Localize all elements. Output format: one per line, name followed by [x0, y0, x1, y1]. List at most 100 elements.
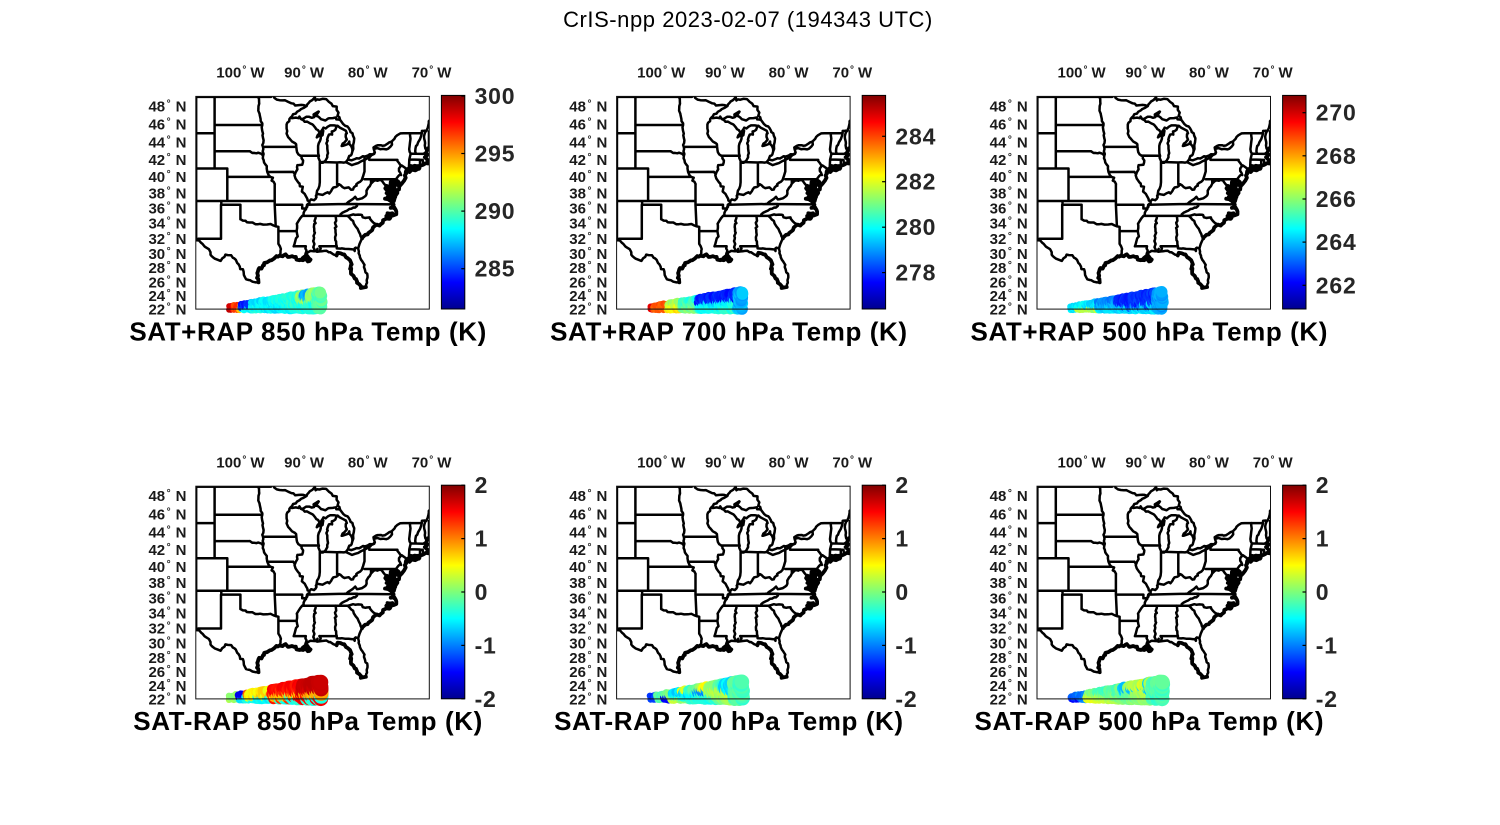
- svg-text:284: 284: [895, 123, 936, 149]
- svg-text:24°N: 24 ° N: [990, 678, 1028, 695]
- svg-text:80°W: 80° W: [769, 65, 810, 82]
- svg-text:44°N: 44 ° N: [569, 135, 607, 152]
- svg-text:90°W: 90° W: [284, 65, 325, 82]
- svg-text:48°N: 48 ° N: [148, 488, 186, 505]
- svg-text:28°N: 28 ° N: [990, 260, 1028, 277]
- svg-text:22°N: 22 ° N: [148, 691, 186, 708]
- svg-text:34°N: 34 ° N: [148, 216, 186, 233]
- svg-text:80°W: 80° W: [348, 454, 389, 471]
- svg-text:-2: -2: [1316, 686, 1338, 712]
- svg-text:2: 2: [1316, 472, 1330, 498]
- svg-text:90°W: 90° W: [1125, 65, 1166, 82]
- svg-text:34°N: 34 ° N: [990, 606, 1028, 623]
- svg-text:70°W: 70° W: [412, 65, 453, 82]
- svg-text:22°N: 22 ° N: [569, 302, 607, 319]
- svg-text:-1: -1: [1316, 632, 1338, 658]
- svg-text:100°W: 100° W: [216, 65, 265, 82]
- svg-text:100°W: 100° W: [1057, 454, 1106, 471]
- svg-text:30°N: 30 ° N: [569, 246, 607, 263]
- svg-text:42°N: 42 ° N: [569, 152, 607, 169]
- svg-text:SAT+RAP 500 hPa Temp (K): SAT+RAP 500 hPa Temp (K): [971, 316, 1329, 346]
- svg-text:270: 270: [1316, 100, 1357, 126]
- svg-text:282: 282: [895, 169, 936, 195]
- svg-text:40°N: 40 ° N: [990, 559, 1028, 576]
- svg-text:34°N: 34 ° N: [569, 216, 607, 233]
- svg-text:70°W: 70° W: [412, 454, 453, 471]
- svg-text:28°N: 28 ° N: [148, 650, 186, 667]
- svg-text:266: 266: [1316, 186, 1357, 212]
- svg-text:278: 278: [895, 260, 936, 286]
- svg-text:0: 0: [895, 579, 909, 605]
- svg-text:44°N: 44 ° N: [148, 524, 186, 541]
- svg-text:28°N: 28 ° N: [569, 260, 607, 277]
- svg-text:36°N: 36 ° N: [148, 201, 186, 218]
- svg-text:2: 2: [475, 472, 489, 498]
- svg-text:70°W: 70° W: [1253, 65, 1294, 82]
- svg-text:80°W: 80° W: [1189, 454, 1230, 471]
- svg-text:24°N: 24 ° N: [569, 678, 607, 695]
- svg-text:40°N: 40 ° N: [990, 169, 1028, 186]
- svg-text:1: 1: [1316, 526, 1330, 552]
- svg-text:22°N: 22 ° N: [569, 691, 607, 708]
- svg-text:26°N: 26 ° N: [990, 664, 1028, 681]
- svg-text:46°N: 46 ° N: [569, 117, 607, 134]
- svg-text:30°N: 30 ° N: [990, 636, 1028, 653]
- svg-text:26°N: 26 ° N: [569, 664, 607, 681]
- svg-text:48°N: 48 ° N: [990, 98, 1028, 115]
- svg-text:48°N: 48 ° N: [148, 98, 186, 115]
- svg-text:42°N: 42 ° N: [990, 152, 1028, 169]
- svg-text:SAT+RAP 700 hPa Temp (K): SAT+RAP 700 hPa Temp (K): [550, 316, 908, 346]
- svg-text:70°W: 70° W: [1253, 454, 1294, 471]
- svg-text:CrIS-npp 2023-02-07 (194343 UT: CrIS-npp 2023-02-07 (194343 UTC): [563, 7, 933, 32]
- svg-text:46°N: 46 ° N: [990, 507, 1028, 524]
- svg-text:SAT+RAP 850 hPa Temp (K): SAT+RAP 850 hPa Temp (K): [129, 316, 487, 346]
- svg-text:-1: -1: [895, 632, 917, 658]
- svg-text:38°N: 38 ° N: [569, 575, 607, 592]
- svg-text:36°N: 36 ° N: [990, 201, 1028, 218]
- svg-text:262: 262: [1316, 272, 1357, 298]
- svg-text:24°N: 24 ° N: [148, 678, 186, 695]
- svg-text:30°N: 30 ° N: [148, 246, 186, 263]
- svg-text:32°N: 32 ° N: [148, 231, 186, 248]
- svg-text:80°W: 80° W: [1189, 65, 1230, 82]
- svg-text:24°N: 24 ° N: [990, 288, 1028, 305]
- svg-text:30°N: 30 ° N: [148, 636, 186, 653]
- svg-text:48°N: 48 ° N: [990, 488, 1028, 505]
- svg-text:34°N: 34 ° N: [148, 606, 186, 623]
- svg-text:22°N: 22 ° N: [990, 302, 1028, 319]
- svg-text:SAT-RAP 850 hPa Temp (K): SAT-RAP 850 hPa Temp (K): [133, 706, 483, 736]
- svg-text:48°N: 48 ° N: [569, 98, 607, 115]
- svg-text:42°N: 42 ° N: [569, 542, 607, 559]
- svg-text:36°N: 36 ° N: [990, 591, 1028, 608]
- svg-text:28°N: 28 ° N: [148, 260, 186, 277]
- svg-text:38°N: 38 ° N: [990, 185, 1028, 202]
- svg-text:42°N: 42 ° N: [990, 542, 1028, 559]
- svg-text:70°W: 70° W: [832, 65, 873, 82]
- svg-text:30°N: 30 ° N: [990, 246, 1028, 263]
- svg-text:22°N: 22 ° N: [148, 302, 186, 319]
- svg-text:100°W: 100° W: [1057, 65, 1106, 82]
- svg-text:38°N: 38 ° N: [990, 575, 1028, 592]
- svg-text:90°W: 90° W: [1125, 454, 1166, 471]
- svg-text:44°N: 44 ° N: [990, 524, 1028, 541]
- svg-text:90°W: 90° W: [705, 454, 746, 471]
- svg-text:90°W: 90° W: [284, 454, 325, 471]
- svg-text:0: 0: [1316, 579, 1330, 605]
- svg-text:-1: -1: [475, 632, 497, 658]
- svg-text:80°W: 80° W: [348, 65, 389, 82]
- svg-text:26°N: 26 ° N: [990, 274, 1028, 291]
- svg-text:1: 1: [895, 526, 909, 552]
- svg-text:100°W: 100° W: [216, 454, 265, 471]
- svg-text:32°N: 32 ° N: [569, 231, 607, 248]
- svg-text:285: 285: [475, 256, 516, 282]
- svg-text:48°N: 48 ° N: [569, 488, 607, 505]
- svg-text:70°W: 70° W: [832, 454, 873, 471]
- svg-text:44°N: 44 ° N: [990, 135, 1028, 152]
- svg-text:40°N: 40 ° N: [148, 559, 186, 576]
- svg-text:40°N: 40 ° N: [148, 169, 186, 186]
- svg-text:32°N: 32 ° N: [148, 621, 186, 638]
- svg-text:100°W: 100° W: [637, 65, 686, 82]
- svg-text:40°N: 40 ° N: [569, 169, 607, 186]
- svg-text:264: 264: [1316, 229, 1357, 255]
- svg-text:-2: -2: [475, 686, 497, 712]
